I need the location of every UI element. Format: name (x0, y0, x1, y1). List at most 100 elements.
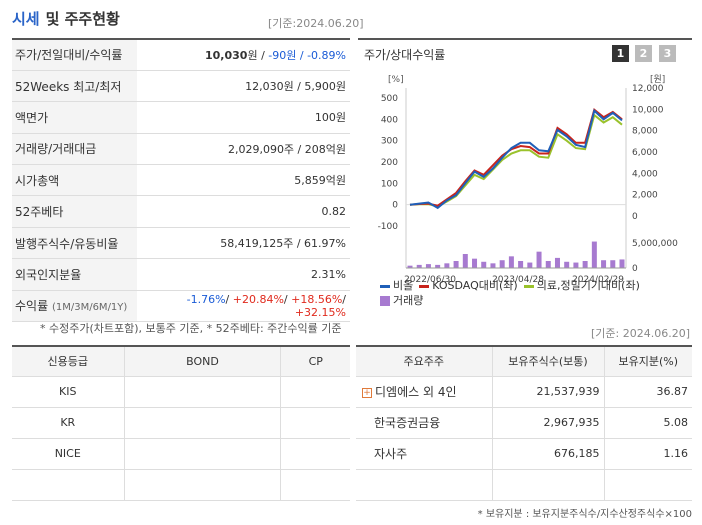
price-label-text: 시가총액 (15, 173, 60, 188)
volume-bar (536, 251, 542, 268)
shareholder-row: + 디엠에스 외 4인 21,537,939 36.87 (356, 376, 692, 408)
legend-item[interactable]: 의료,정밀기기대비(좌) (523, 278, 640, 293)
price-value-part: 원 / (286, 48, 308, 62)
price-row-value: 10,030원 / -90원 / -0.89% (137, 39, 350, 70)
price-row-value: 100원 (314, 111, 346, 125)
price-row-label: 수익률 (1M/3M/6M/1Y) (12, 290, 137, 322)
section-header: 시세 및 주주현황 (12, 8, 120, 32)
credit-cell (124, 407, 282, 439)
volume-bar (554, 257, 560, 268)
shareholder-name: 디엠에스 외 4인 (375, 385, 457, 399)
price-label-text: 외국인지분율 (15, 267, 82, 282)
price-row-label: 52주베타 (12, 195, 137, 228)
volume-bar (416, 264, 422, 268)
as-of-date-2: [기준: 2024.06.20] (590, 327, 690, 340)
price-footnote: * 수정주가(차트포함), 보통주 기준, * 52주베타: 주간수익률 기준 (40, 322, 342, 335)
left-tick-label: 300 (381, 137, 398, 147)
legend-swatch-icon (380, 296, 390, 306)
right-tick-label: 6,000 (632, 148, 658, 158)
credit-header-cell: 신용등급 (12, 346, 125, 377)
as-of-date: [기준:2024.06.20] (268, 17, 364, 30)
volume-bar (564, 261, 570, 268)
volume-bar (545, 261, 551, 268)
x-tick-label: 2024/02/29 (572, 275, 624, 285)
volume-bar (518, 261, 524, 268)
chart-page-2-button[interactable]: 2 (635, 45, 652, 62)
shareholder-header-cell: 보유지분(%) (604, 346, 692, 377)
price-row-value: 2.31% (311, 267, 346, 281)
credit-cell: KIS (12, 376, 125, 408)
shareholder-pct: 36.87 (604, 376, 692, 408)
right-tick-label: 0 (632, 212, 638, 222)
price-row-value: 58,419,125주 / 61.97% (220, 237, 346, 251)
shareholder-name: 한국증권금융 (374, 416, 441, 430)
shareholder-table: 주요주주 보유주식수(보통) 보유지분(%) + 디엠에스 외 4인 21,537,939… (356, 345, 692, 501)
shareholder-name-cell: 한국증권금융 (356, 407, 493, 439)
volume-bar (591, 241, 597, 268)
shareholder-pct: 5.08 (604, 407, 692, 439)
volume-bar (508, 256, 514, 268)
credit-cell (12, 469, 125, 501)
price-row-label: 액면가 (12, 101, 137, 134)
price-row: 52Weeks 최고/최저 12,030원 / 5,900원 (12, 70, 350, 102)
volume-bar (425, 264, 431, 268)
credit-cell (280, 376, 350, 408)
price-label-text: 수익률 (15, 299, 49, 314)
expand-plus-icon[interactable]: + (362, 387, 372, 398)
shareholder-name-cell: 자사주 (356, 438, 493, 470)
price-row: 52주베타 0.82 (12, 195, 350, 228)
price-row-value: 2,029,090주 / 208억원 (227, 142, 346, 156)
volume-tick-label: 5,000,000 (632, 239, 678, 249)
credit-header-row: 신용등급 BOND CP (12, 346, 350, 377)
price-value-part: +20.84% (232, 292, 284, 306)
volume-bar (435, 264, 441, 268)
credit-row: KIS (12, 376, 350, 408)
chart-plot: [%] [원] -100 0 0 2,000 100 4,000 200 6,000 300 8,00… (378, 74, 679, 285)
credit-rating-table: 신용등급 BOND CP KIS KR NICE (12, 345, 350, 501)
left-axis-unit: [%] (388, 75, 404, 85)
legend-label: KOSDAQ대비(좌) (432, 279, 518, 292)
credit-row: KR (12, 407, 350, 439)
legend-swatch-icon (523, 284, 534, 288)
left-tick-label: 500 (381, 94, 398, 104)
shareholder-shares: 2,967,935 (492, 407, 605, 439)
shareholder-header-row: 주요주주 보유주식수(보통) 보유지분(%) (356, 346, 692, 377)
legend-item[interactable]: KOSDAQ대비(좌) (419, 278, 518, 293)
price-value-part: -0.89% (307, 48, 346, 62)
credit-cell (124, 469, 282, 501)
chart-page-1-button[interactable]: 1 (612, 45, 629, 62)
shareholder-shares: 21,537,939 (492, 376, 605, 408)
shareholder-header-cell: 주요주주 (356, 346, 493, 377)
right-tick-label: 4,000 (632, 169, 658, 179)
price-table: 주가/전일대비/수익률 10,030원 / -90원 / -0.89% 52Week… (12, 38, 350, 322)
x-tick-label: 2022/06/30 (404, 275, 456, 285)
section-title: 시세 (12, 10, 40, 28)
right-axis-unit: [원] (650, 74, 665, 85)
chart-panel: 주가/상대수익률 1 2 3 [%] [원] -100 0 0 2,000 100 4,000… (358, 38, 692, 310)
price-value-part: -1.76% (186, 292, 226, 306)
chart-legend: 비올 KOSDAQ대비(좌) 의료,정밀기기대비(좌) 거래량 (380, 278, 680, 308)
section-subtitle: 및 주주현황 (45, 10, 120, 28)
price-row-label: 외국인지분율 (12, 258, 137, 291)
volume-bar (472, 258, 478, 268)
credit-header-cell: BOND (124, 346, 282, 377)
price-row-label: 발행주식수/유동비율 (12, 227, 137, 259)
volume-bar (601, 260, 607, 268)
credit-row: NICE (12, 438, 350, 470)
price-label-sub: (1M/3M/6M/1Y) (51, 302, 128, 314)
price-label-text: 주가/전일대비/수익률 (15, 48, 123, 63)
series-line (409, 108, 623, 210)
volume-bar (453, 261, 459, 268)
shareholder-row: 자사주 676,185 1.16 (356, 438, 692, 470)
credit-cell (280, 407, 350, 439)
shareholder-pct: 1.16 (604, 438, 692, 470)
price-value-part: +18.56% (291, 292, 343, 306)
left-tick-label: 100 (381, 179, 398, 189)
price-label-text: 52주베타 (15, 205, 64, 220)
chart-page-3-button[interactable]: 3 (659, 45, 676, 62)
legend-item[interactable]: 거래량 (380, 293, 423, 308)
legend-item[interactable]: 비올 (380, 278, 413, 293)
right-tick-label: 2,000 (632, 191, 658, 201)
credit-cell (280, 438, 350, 470)
volume-tick-label: 0 (632, 264, 638, 274)
